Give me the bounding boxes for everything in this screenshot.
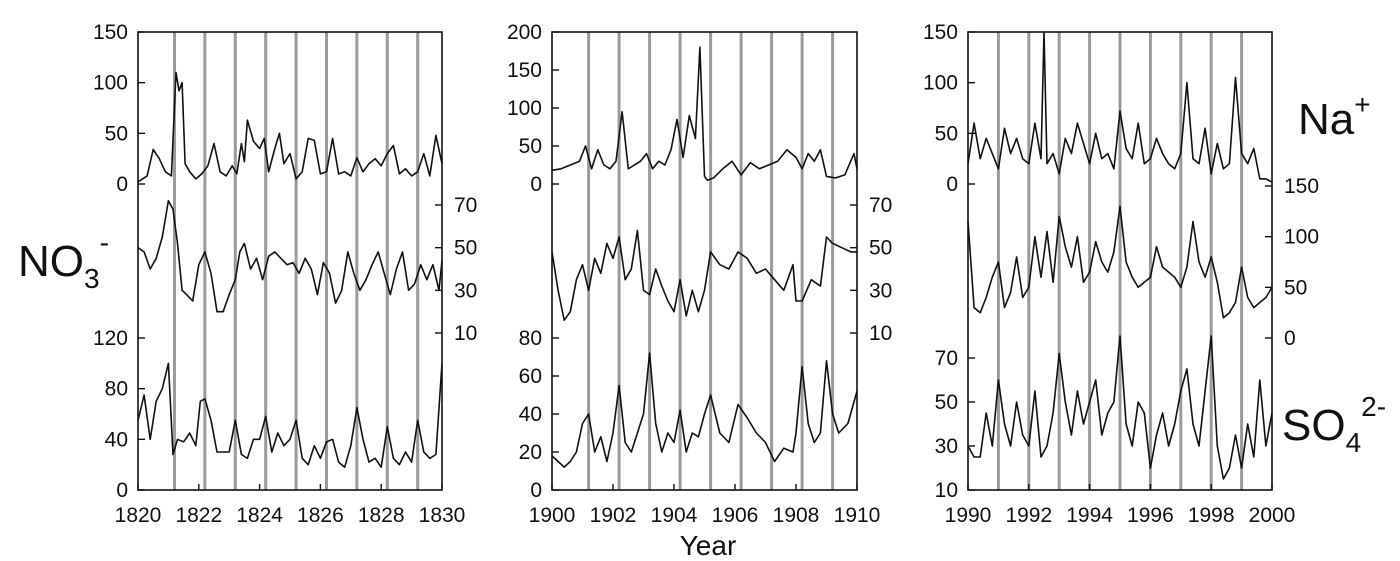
y-tick-label: 50 <box>105 122 128 145</box>
na-label-superscript: + <box>1354 89 1370 120</box>
y-tick-label: 150 <box>93 21 128 44</box>
x-tick-label: 1906 <box>712 504 759 527</box>
y-tick-label: 0 <box>116 173 128 196</box>
series-line-middle <box>551 229 857 322</box>
y-tick-label: 30 <box>869 279 892 302</box>
y-tick-label: 150 <box>923 21 958 44</box>
x-tick-label: 1824 <box>236 504 283 527</box>
chart-panel-2: 1900 1902 1904 1906 1908 19100501001502001030… <box>507 21 892 527</box>
y-tick-label: 0 <box>116 479 128 502</box>
x-tick-label: 1992 <box>1005 504 1052 527</box>
so4-label-subscript: 4 <box>1346 427 1362 458</box>
series-line-middle <box>137 199 443 313</box>
so4-label-superscript: 2- <box>1361 391 1386 422</box>
panels: 1820 1822 1824 1826 1828 18300501001501030507… <box>93 21 1319 527</box>
y-tick-label: 200 <box>507 21 542 44</box>
y-tick-label: 70 <box>869 194 892 217</box>
x-tick-label: 1822 <box>175 504 222 527</box>
no3-label-subscript: 3 <box>84 263 100 294</box>
y-tick-label: 60 <box>519 365 542 388</box>
x-tick-label: 1994 <box>1066 504 1113 527</box>
x-tick-label: 1998 <box>1188 504 1235 527</box>
x-tick-label: 1830 <box>419 504 466 527</box>
na-label-main: Na <box>1298 95 1355 144</box>
no3-label: NO3- <box>18 227 109 294</box>
chart-panel-3: 1990 1992 1994 1996 1998 2000 0 50 100 150 0 50 100 1… <box>923 21 1319 527</box>
x-tick-label: 1826 <box>297 504 344 527</box>
y-tick-label: 20 <box>519 441 542 464</box>
y-tick-label: 50 <box>454 237 477 260</box>
no3-label-superscript: - <box>100 227 109 258</box>
x-axis-title: Year <box>680 530 737 561</box>
x-tick-label: 2000 <box>1249 504 1296 527</box>
y-tick-label: 10 <box>869 322 892 345</box>
y-tick-label: 80 <box>105 378 128 401</box>
x-tick-label: 1820 <box>115 504 162 527</box>
y-tick-label: 0 <box>1284 327 1296 350</box>
y-tick-label: 100 <box>93 72 128 95</box>
plot-frame <box>137 31 443 491</box>
y-tick-label: 150 <box>1284 175 1319 198</box>
series-line-top <box>137 71 443 183</box>
y-tick-label: 120 <box>93 327 128 350</box>
y-tick-label: 100 <box>923 72 958 95</box>
y-tick-label: 50 <box>1284 276 1307 299</box>
y-tick-label: 30 <box>935 435 958 458</box>
y-tick-label: 70 <box>935 347 958 370</box>
x-tick-label: 1904 <box>651 504 698 527</box>
plot-frame <box>967 31 1273 491</box>
so4-label: SO4 2- <box>1282 391 1386 458</box>
y-tick-label: 80 <box>519 327 542 350</box>
x-tick-label: 1902 <box>590 504 637 527</box>
x-tick-label: 1900 <box>529 504 576 527</box>
series-line-top <box>551 46 858 181</box>
y-tick-label: 0 <box>530 173 542 196</box>
no3-label-main: NO <box>18 237 84 286</box>
series-line-bottom <box>551 352 858 469</box>
na-label: Na+ <box>1298 89 1371 144</box>
chart-panel-1: 1820 1822 1824 1826 1828 1830 0 50 100 150 10 30 50 7… <box>93 21 477 527</box>
y-tick-label: 10 <box>935 479 958 502</box>
y-tick-label: 50 <box>519 135 542 158</box>
y-tick-label: 50 <box>869 237 892 260</box>
y-tick-label: 0 <box>946 173 958 196</box>
x-tick-label: 1910 <box>834 504 881 527</box>
x-tick-label: 1908 <box>773 504 820 527</box>
series-line-bottom <box>137 362 443 469</box>
y-tick-label: 100 <box>1284 226 1319 249</box>
y-tick-label: 50 <box>935 391 958 414</box>
series-line-middle <box>967 205 1273 319</box>
so4-label-main: SO <box>1282 401 1346 450</box>
y-tick-label: 0 <box>530 479 542 502</box>
y-tick-label: 40 <box>519 403 542 426</box>
series-line-top <box>967 31 1273 183</box>
x-tick-label: 1990 <box>945 504 992 527</box>
y-tick-label: 100 <box>507 97 542 120</box>
x-tick-label: 1828 <box>358 504 405 527</box>
y-tick-label: 50 <box>935 122 958 145</box>
y-tick-label: 10 <box>454 322 477 345</box>
y-tick-label: 150 <box>507 59 542 82</box>
y-tick-label: 40 <box>105 428 128 451</box>
x-tick-label: 1996 <box>1127 504 1174 527</box>
y-tick-label: 30 <box>454 279 477 302</box>
plot-frame <box>551 31 858 491</box>
series-line-bottom <box>967 335 1273 480</box>
y-tick-label: 70 <box>454 194 477 217</box>
